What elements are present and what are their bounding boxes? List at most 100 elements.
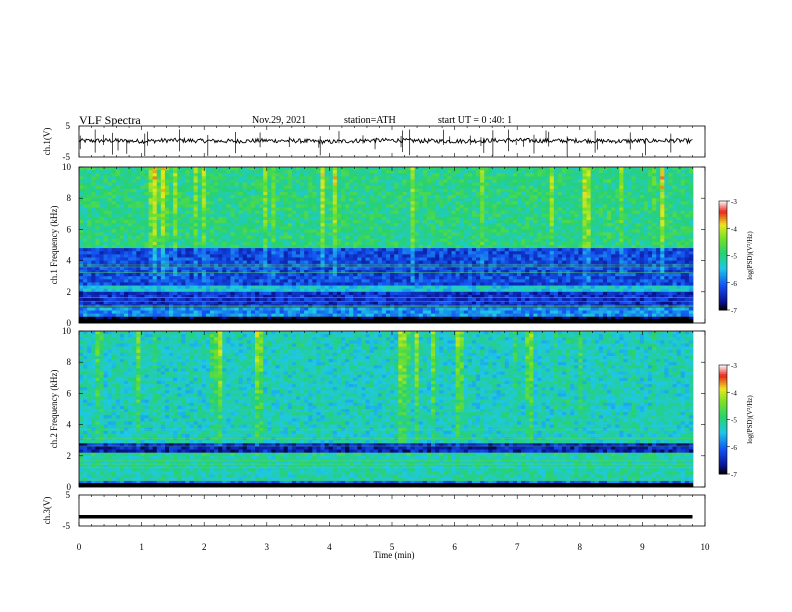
ch1-cell	[124, 195, 129, 199]
ch1-cell	[455, 238, 461, 243]
ch1-cell	[418, 195, 424, 199]
ch1-cell	[132, 263, 137, 268]
ch1-cell	[91, 257, 96, 261]
ch1-cell	[553, 198, 559, 202]
ch1-cell	[295, 226, 301, 230]
ch1-cell	[488, 248, 493, 252]
ch1-cell	[103, 167, 109, 171]
ch1-cell	[132, 238, 137, 243]
ch1-cell	[83, 179, 88, 183]
ch1-cell	[431, 257, 436, 261]
ch1-cell	[111, 254, 117, 258]
ch1-cell	[471, 257, 477, 261]
ch1-cell	[631, 198, 637, 202]
ch1-cell	[79, 266, 84, 271]
ch1-cell	[598, 220, 604, 224]
ch1-cell	[500, 210, 506, 215]
ch1-cell	[226, 185, 231, 190]
ch1-cell	[242, 266, 248, 271]
ch1-cell	[242, 220, 248, 224]
ch1-cell	[656, 245, 661, 249]
ch1-cell	[500, 213, 506, 218]
ch1-cell	[83, 245, 88, 249]
ch1-cell	[525, 176, 530, 180]
ch1-cell	[668, 248, 673, 252]
ch1-cell	[246, 248, 252, 252]
ch1-cell	[627, 207, 632, 212]
ch1-cell	[504, 176, 510, 180]
ch1-cell	[566, 248, 571, 252]
ch1-cell	[173, 191, 178, 196]
ch1-cell	[320, 207, 325, 212]
ch1-cell	[103, 241, 109, 246]
ch1-cell	[140, 223, 145, 227]
ch1-cell	[410, 251, 416, 255]
ch1-cell	[181, 263, 186, 268]
ch1-cell	[91, 235, 96, 240]
ch1-cell	[201, 251, 207, 255]
ch1-cell	[496, 191, 502, 196]
ch1-cell	[279, 220, 285, 224]
ch1-cell	[209, 170, 215, 174]
ch1-cell	[234, 241, 240, 246]
ch1-cell	[463, 245, 469, 249]
ch1-cell	[451, 204, 456, 208]
ch1-cell	[340, 229, 346, 233]
ch1-cell	[95, 191, 100, 196]
ch1-cell	[173, 179, 178, 183]
ch1-cell	[103, 238, 109, 243]
ch1-cell	[562, 251, 567, 255]
ch1-cell	[295, 170, 301, 174]
ch1-cell	[562, 248, 567, 252]
ch1-cell	[643, 260, 649, 265]
ch1-cell	[119, 266, 125, 271]
ch1-cell	[95, 266, 100, 271]
ch1-cell	[672, 195, 678, 199]
ch1-cell	[652, 245, 657, 249]
ch1-cell	[369, 170, 375, 174]
ch1-cell	[398, 210, 403, 215]
ch1-cell	[467, 182, 473, 187]
ch1-cell	[136, 188, 141, 193]
ch1-cell	[656, 235, 661, 240]
ch1-cell	[99, 204, 104, 208]
ch1-cell	[328, 223, 334, 227]
ch1-cell	[664, 223, 669, 227]
ch1-cell	[197, 263, 203, 268]
ch1-cell	[177, 220, 182, 224]
ch1-cell	[140, 210, 145, 215]
ch1-cell	[549, 223, 555, 227]
ch1-cell	[647, 188, 653, 193]
ch1-cell	[549, 207, 555, 212]
ch1-cell	[504, 260, 510, 265]
ch1-cell	[635, 170, 641, 174]
ch1-cell	[357, 185, 362, 190]
ch1-cell	[214, 188, 219, 193]
ch1-cell	[83, 266, 88, 271]
ch1-cell	[545, 251, 551, 255]
ch1-cell	[660, 170, 665, 174]
ch1-cell	[287, 216, 293, 221]
ch1-cell	[152, 201, 158, 205]
ch1-cell	[467, 185, 473, 190]
ch1-cell	[684, 251, 690, 255]
ch1-cell	[295, 223, 301, 227]
ch1-cell	[566, 170, 571, 174]
ch1-cell	[627, 223, 632, 227]
ch1-cell	[156, 204, 162, 208]
ch1-cell	[304, 229, 309, 233]
ch1-cell	[529, 195, 534, 199]
ch1-cell	[435, 229, 440, 233]
ch1-cell	[390, 248, 395, 252]
ch1-cell	[439, 213, 444, 218]
ch1-cell	[291, 257, 297, 261]
ch1-cell	[414, 210, 420, 215]
ch1-cell	[672, 198, 678, 202]
ch1-cell	[218, 182, 223, 187]
ch1-cell	[619, 238, 624, 243]
ch1-cell	[684, 188, 690, 193]
ch1-cell	[607, 248, 612, 252]
ch1-cell	[148, 232, 154, 237]
ch1-cell	[169, 201, 174, 205]
ch1-cell	[230, 216, 235, 221]
